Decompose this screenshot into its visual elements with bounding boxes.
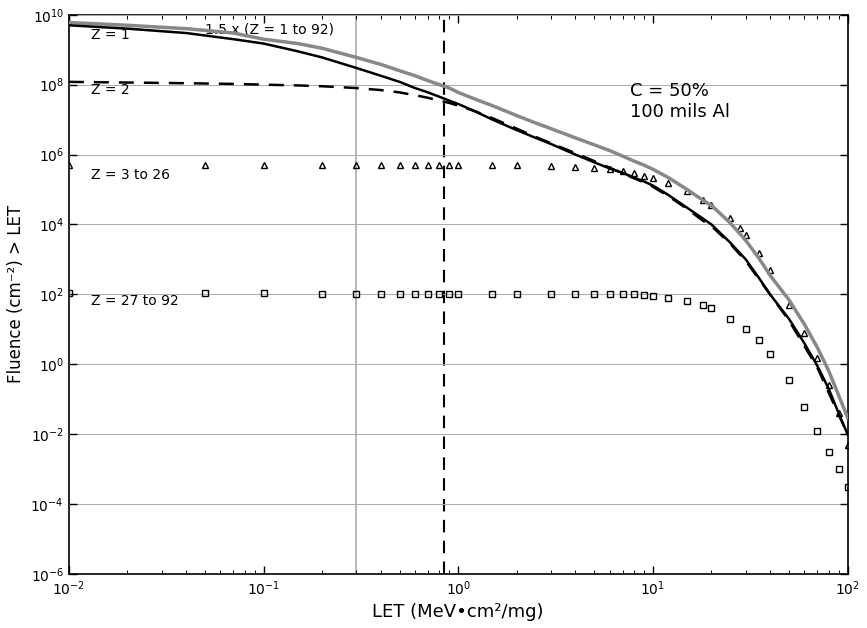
- Text: 1.5 x (Z = 1 to 92): 1.5 x (Z = 1 to 92): [205, 22, 334, 36]
- Text: Z = 2: Z = 2: [91, 83, 130, 97]
- Text: Z = 3 to 26: Z = 3 to 26: [91, 168, 170, 182]
- Text: Z = 27 to 92: Z = 27 to 92: [91, 294, 179, 308]
- Text: Z = 1: Z = 1: [91, 28, 130, 42]
- Y-axis label: Fluence (cm⁻²) > LET: Fluence (cm⁻²) > LET: [7, 205, 25, 384]
- Text: C = 50%
100 mils Al: C = 50% 100 mils Al: [629, 82, 729, 121]
- X-axis label: LET (MeV•cm²/mg): LET (MeV•cm²/mg): [373, 603, 544, 621]
